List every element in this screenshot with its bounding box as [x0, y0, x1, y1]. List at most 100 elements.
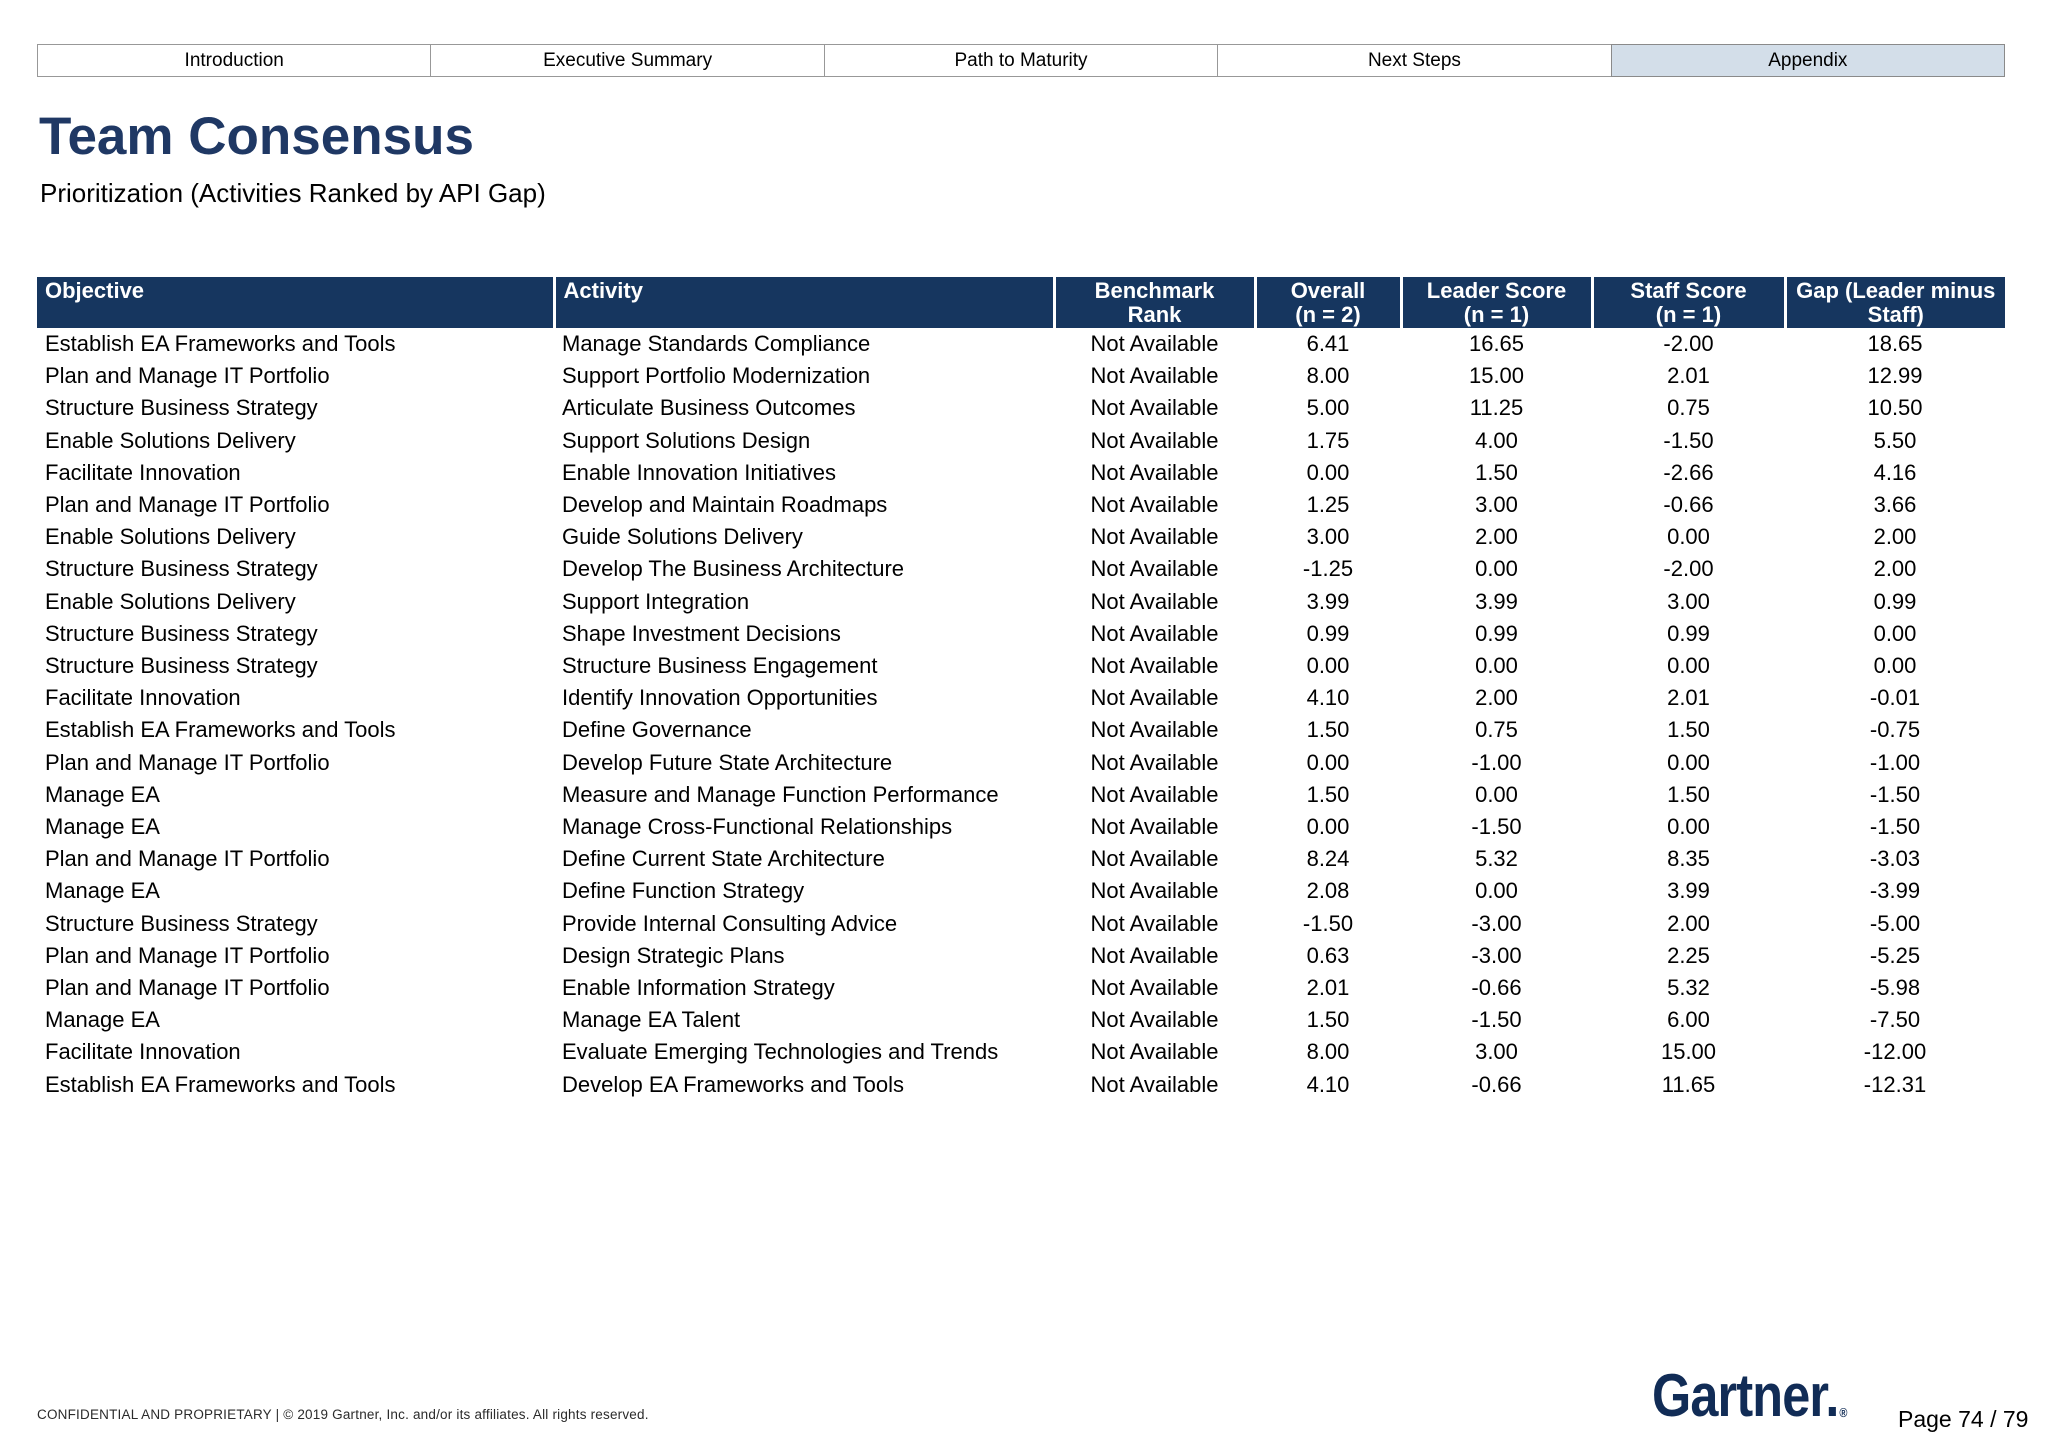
column-header-line2: (n = 2) — [1295, 302, 1361, 327]
table-row: Establish EA Frameworks and Tools Develop… — [37, 1068, 2005, 1101]
table-row: Structure Business Strategy Develop The B… — [37, 553, 2005, 586]
cell-objective: Plan and Manage IT Portfolio — [37, 972, 554, 1005]
table-row: Structure Business Strategy Shape Investm… — [37, 617, 2005, 651]
table-row: Plan and Manage IT Portfolio Define Curre… — [37, 843, 2005, 876]
table-row: Manage EA Manage Cross-Functional Relatio… — [37, 811, 2005, 844]
table-row: Establish EA Frameworks and Tools Manage … — [37, 328, 2005, 361]
cell-gap: -3.99 — [1785, 875, 2005, 908]
column-header-gap: Gap (Leader minus Staff) — [1783, 277, 2005, 328]
cell-staff_score: 2.25 — [1592, 939, 1785, 973]
tab-bar: Introduction Executive Summary Path to Mat… — [37, 44, 2006, 77]
cell-overall: 2.08 — [1255, 875, 1401, 908]
cell-gap: -5.25 — [1785, 939, 2005, 973]
cell-gap: -5.98 — [1785, 972, 2005, 1005]
cell-leader_score: -0.66 — [1401, 972, 1592, 1005]
page-number: Page 74 / 79 — [1898, 1406, 2029, 1432]
tab-next-steps[interactable]: Next Steps — [1217, 44, 1612, 77]
cell-gap: -1.50 — [1785, 811, 2005, 844]
cell-staff_score: -0.66 — [1592, 489, 1785, 522]
cell-leader_score: 2.00 — [1401, 521, 1592, 554]
cell-overall: 5.00 — [1255, 392, 1401, 425]
tab-appendix[interactable]: Appendix — [1610, 44, 2006, 77]
cell-benchmark_rank: Not Available — [1054, 553, 1255, 586]
cell-overall: 0.00 — [1255, 456, 1401, 490]
cell-benchmark_rank: Not Available — [1054, 811, 1255, 844]
table-row: Enable Solutions Delivery Support Integra… — [37, 585, 2005, 618]
cell-staff_score: 1.50 — [1592, 714, 1785, 747]
cell-activity: Define Governance — [554, 714, 1054, 747]
cell-gap: -1.00 — [1785, 746, 2005, 779]
cell-objective: Manage EA — [37, 811, 554, 844]
cell-staff_score: 2.00 — [1592, 907, 1785, 940]
cell-overall: 2.01 — [1255, 972, 1401, 1005]
cell-leader_score: -1.50 — [1401, 811, 1592, 844]
cell-overall: 0.63 — [1255, 939, 1401, 973]
tab-executive-summary[interactable]: Executive Summary — [430, 44, 825, 77]
cell-overall: 4.10 — [1255, 682, 1401, 715]
cell-activity: Articulate Business Outcomes — [554, 392, 1054, 425]
cell-staff_score: 0.00 — [1592, 650, 1785, 683]
tab-path-to-maturity[interactable]: Path to Maturity — [823, 44, 1219, 77]
column-header-line2: Rank — [1127, 302, 1182, 327]
cell-objective: Plan and Manage IT Portfolio — [37, 360, 554, 393]
cell-leader_score: 0.99 — [1401, 617, 1592, 651]
cell-benchmark_rank: Not Available — [1054, 489, 1255, 522]
cell-objective: Facilitate Innovation — [37, 456, 554, 490]
cell-benchmark_rank: Not Available — [1054, 875, 1255, 908]
column-header-line1: Activity — [563, 278, 643, 303]
cell-staff_score: 15.00 — [1592, 1036, 1785, 1069]
cell-staff_score: 2.01 — [1592, 360, 1785, 393]
page-subtitle: Prioritization (Activities Ranked by API… — [40, 178, 546, 208]
cell-overall: 1.50 — [1255, 714, 1401, 747]
cell-objective: Structure Business Strategy — [37, 617, 554, 651]
cell-activity: Structure Business Engagement — [554, 650, 1054, 683]
cell-activity: Enable Innovation Initiatives — [554, 456, 1054, 490]
cell-overall: 1.25 — [1255, 489, 1401, 522]
cell-staff_score: 0.00 — [1592, 811, 1785, 844]
cell-benchmark_rank: Not Available — [1054, 1004, 1255, 1037]
cell-leader_score: -1.00 — [1401, 746, 1592, 779]
cell-objective: Manage EA — [37, 778, 554, 812]
cell-activity: Guide Solutions Delivery — [554, 521, 1054, 554]
cell-overall: 0.00 — [1255, 811, 1401, 844]
cell-gap: 12.99 — [1785, 360, 2005, 393]
column-header-staff_score: Staff Score (n = 1) — [1590, 277, 1785, 328]
cell-objective: Enable Solutions Delivery — [37, 521, 554, 554]
cell-activity: Develop Future State Architecture — [554, 746, 1054, 779]
cell-gap: 0.00 — [1785, 617, 2005, 651]
column-header-line2: Staff) — [1867, 302, 1924, 327]
cell-objective: Facilitate Innovation — [37, 682, 554, 715]
cell-staff_score: 0.75 — [1592, 392, 1785, 425]
cell-activity: Enable Information Strategy — [554, 972, 1054, 1005]
cell-staff_score: 1.50 — [1592, 778, 1785, 812]
cell-gap: 4.16 — [1785, 456, 2005, 490]
table-row: Manage EA Manage EA Talent Not Available 1.… — [37, 1004, 2005, 1037]
cell-staff_score: 0.00 — [1592, 746, 1785, 779]
cell-overall: -1.25 — [1255, 553, 1401, 586]
cell-overall: 3.99 — [1255, 585, 1401, 618]
table-row: Plan and Manage IT Portfolio Develop Futu… — [37, 746, 2005, 779]
column-header-line1: Overall — [1290, 278, 1366, 303]
table-row: Establish EA Frameworks and Tools Define … — [37, 714, 2005, 747]
cell-leader_score: -1.50 — [1401, 1004, 1592, 1037]
table-header-row: Objective Activity Benchmark Rank Overall (n … — [37, 277, 2005, 328]
cell-leader_score: 0.00 — [1401, 875, 1592, 908]
cell-activity: Develop and Maintain Roadmaps — [554, 489, 1054, 522]
cell-staff_score: 11.65 — [1592, 1068, 1785, 1101]
cell-activity: Manage Standards Compliance — [554, 328, 1054, 361]
cell-overall: 1.75 — [1255, 424, 1401, 457]
cell-objective: Plan and Manage IT Portfolio — [37, 746, 554, 779]
table-row: Plan and Manage IT Portfolio Support Port… — [37, 360, 2005, 393]
confidential-notice: CONFIDENTIAL AND PROPRIETARY | © 2019 Ga… — [37, 1407, 649, 1422]
cell-activity: Define Function Strategy — [554, 875, 1054, 908]
cell-overall: 3.00 — [1255, 521, 1401, 554]
table-row: Manage EA Define Function Strategy Not Ava… — [37, 875, 2005, 908]
cell-staff_score: 3.99 — [1592, 875, 1785, 908]
page-title: Team Consensus — [39, 107, 474, 166]
tab-introduction[interactable]: Introduction — [37, 44, 432, 77]
cell-benchmark_rank: Not Available — [1054, 392, 1255, 425]
cell-objective: Enable Solutions Delivery — [37, 585, 554, 618]
table-body: Establish EA Frameworks and Tools Manage … — [37, 328, 2005, 1101]
cell-overall: 1.50 — [1255, 1004, 1401, 1037]
consensus-table: Objective Activity Benchmark Rank Overall (n … — [37, 277, 2005, 1101]
